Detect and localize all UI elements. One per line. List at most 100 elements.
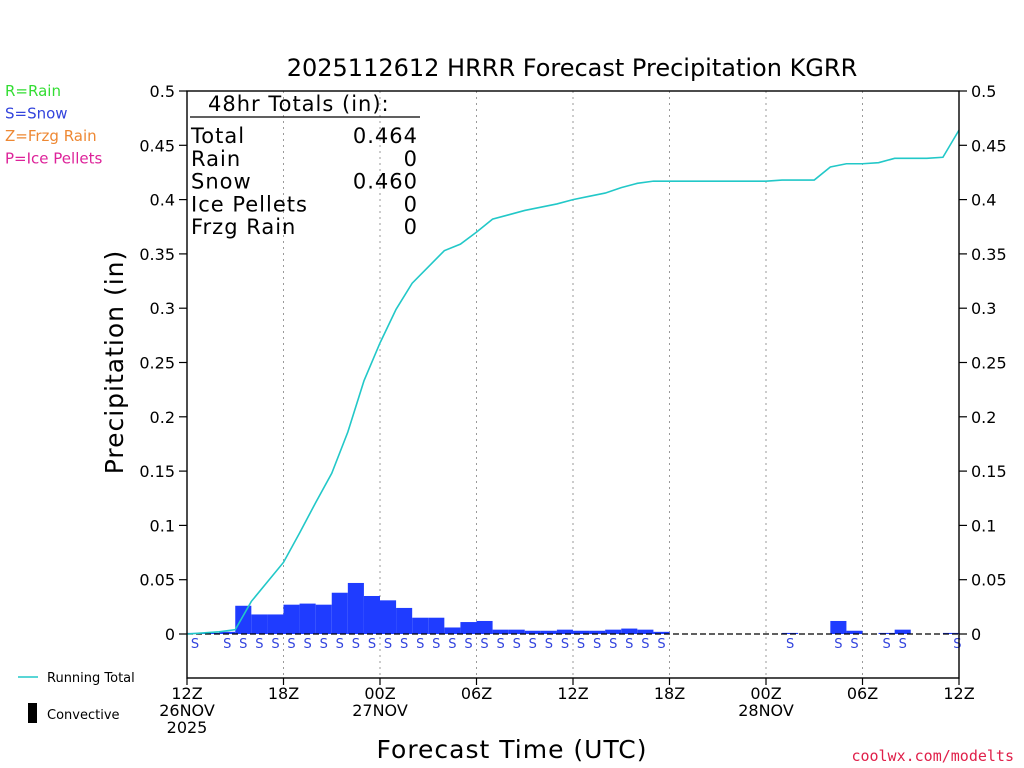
precip-bar	[347, 582, 364, 634]
precip-bar	[363, 595, 380, 634]
precip-bar	[830, 620, 847, 634]
y-tick-label-right: 0.05	[971, 571, 1007, 590]
convective-legend-label: Convective	[47, 708, 120, 723]
y-tick-label-left: 0.2	[150, 408, 175, 427]
ptype-legend-item: R=Rain	[5, 82, 61, 100]
y-tick-label-left: 0.4	[150, 191, 175, 210]
precip-type-legend: R=Rain S=Snow Z=Frzg Rain P=Ice Pellets	[5, 82, 102, 168]
ptype-marker: S	[953, 637, 961, 652]
precip-bar	[573, 630, 590, 634]
y-tick-label-left: 0.35	[139, 245, 175, 264]
precip-bar	[299, 603, 316, 634]
ptype-marker: S	[223, 637, 231, 652]
ptype-legend-item: Z=Frzg Rain	[5, 127, 97, 145]
ptype-marker: S	[320, 637, 328, 652]
running-total-line	[186, 129, 960, 635]
ptype-marker: S	[882, 637, 890, 652]
precip-bar	[540, 630, 557, 634]
totals-row-value: 0	[404, 215, 418, 239]
ptype-legend-item: P=Ice Pellets	[5, 150, 102, 168]
precip-bar	[315, 604, 332, 634]
ptype-marker: S	[303, 637, 311, 652]
precip-bar	[331, 592, 348, 634]
precip-bar	[476, 620, 493, 634]
precip-bar	[492, 629, 509, 634]
ptype-marker: S	[287, 637, 295, 652]
totals-row-label: Snow	[191, 170, 252, 194]
credit-text: coolwx.com/modelts	[851, 747, 1014, 765]
x-tick-label: 12Z	[943, 684, 974, 703]
precip-bar	[251, 614, 268, 634]
ptype-marker: S	[239, 637, 247, 652]
y-tick-label-left: 0.3	[150, 299, 175, 318]
precip-bar	[444, 627, 461, 634]
y-tick-label-left: 0.15	[139, 462, 175, 481]
ptype-marker: S	[850, 637, 858, 652]
ptype-marker: S	[561, 637, 569, 652]
ptype-marker: S	[352, 637, 360, 652]
y-axis-label: Precipitation (in)	[100, 250, 129, 475]
precip-bar	[589, 630, 606, 634]
y-tick-label-right: 0.5	[971, 82, 996, 101]
x-tick-label: 12Z	[171, 684, 202, 703]
precip-bar	[637, 629, 654, 634]
y-tick-label-right: 0.2	[971, 408, 996, 427]
y-tick-label-right: 0.25	[971, 354, 1007, 373]
precip-bar	[605, 629, 622, 634]
ptype-marker: S	[368, 637, 376, 652]
x-tick-label: 06Z	[461, 684, 492, 703]
precip-bar	[203, 632, 220, 634]
totals-row-label: Ice Pellets	[191, 192, 308, 216]
ptype-marker: S	[480, 637, 488, 652]
precip-bar	[878, 632, 895, 634]
x-tick-label: 27NOV	[352, 701, 408, 720]
y-tick-label-right: 0.45	[971, 136, 1007, 155]
ptype-marker: S	[255, 637, 263, 652]
running-total-legend-label: Running Total	[47, 671, 135, 686]
bottom-legend: Running Total Convective	[18, 671, 135, 723]
precip-bar	[942, 632, 959, 634]
ptype-marker: S	[593, 637, 601, 652]
precip-bar	[428, 617, 445, 634]
x-tick-label: 18Z	[268, 684, 299, 703]
x-tick-label: 18Z	[654, 684, 685, 703]
ptype-marker: S	[609, 637, 617, 652]
y-tick-label-left: 0.25	[139, 354, 175, 373]
precip-bar	[460, 622, 477, 634]
x-tick-label: 28NOV	[738, 701, 794, 720]
y-tick-label-right: 0.4	[971, 191, 996, 210]
precip-bar	[524, 630, 541, 634]
precip-bar	[508, 629, 525, 634]
y-axis-right: 0 0.05 0.1 0.15 0.2 0.25 0.3 0.35 0.4 0.45 0.5	[959, 82, 1007, 644]
ptype-marker: S	[641, 637, 649, 652]
ptype-marker: S	[657, 637, 665, 652]
ptype-marker: S	[513, 637, 521, 652]
y-tick-label-left: 0.5	[150, 82, 175, 101]
hourly-precip-bars	[187, 582, 959, 634]
y-tick-label-right: 0.3	[971, 299, 996, 318]
precip-bar	[412, 617, 429, 634]
ptype-marker: S	[464, 637, 472, 652]
totals-row-label: Total	[190, 124, 245, 148]
precip-bar	[267, 614, 284, 634]
x-tick-label: 12Z	[557, 684, 588, 703]
y-axis-left: 0 0.05 0.1 0.15 0.2 0.25 0.3 0.35 0.4 0.45 0.5	[139, 82, 187, 644]
totals-row-label: Rain	[191, 147, 241, 171]
precip-bar	[396, 607, 413, 634]
y-tick-label-left: 0.45	[139, 136, 175, 155]
ptype-marker: S	[899, 637, 907, 652]
x-tick-label: 26NOV	[159, 701, 215, 720]
ptype-marker: S	[786, 637, 794, 652]
precip-bar	[846, 630, 863, 634]
ptype-marker: S	[336, 637, 344, 652]
ptype-marker: S	[448, 637, 456, 652]
precip-bar	[283, 604, 300, 634]
ptype-marker: S	[577, 637, 585, 652]
ptype-marker: S	[416, 637, 424, 652]
y-tick-label-right: 0.35	[971, 245, 1007, 264]
ptype-marker: S	[191, 637, 199, 652]
y-tick-label-right: 0	[971, 625, 981, 644]
ptype-marker: S	[271, 637, 279, 652]
